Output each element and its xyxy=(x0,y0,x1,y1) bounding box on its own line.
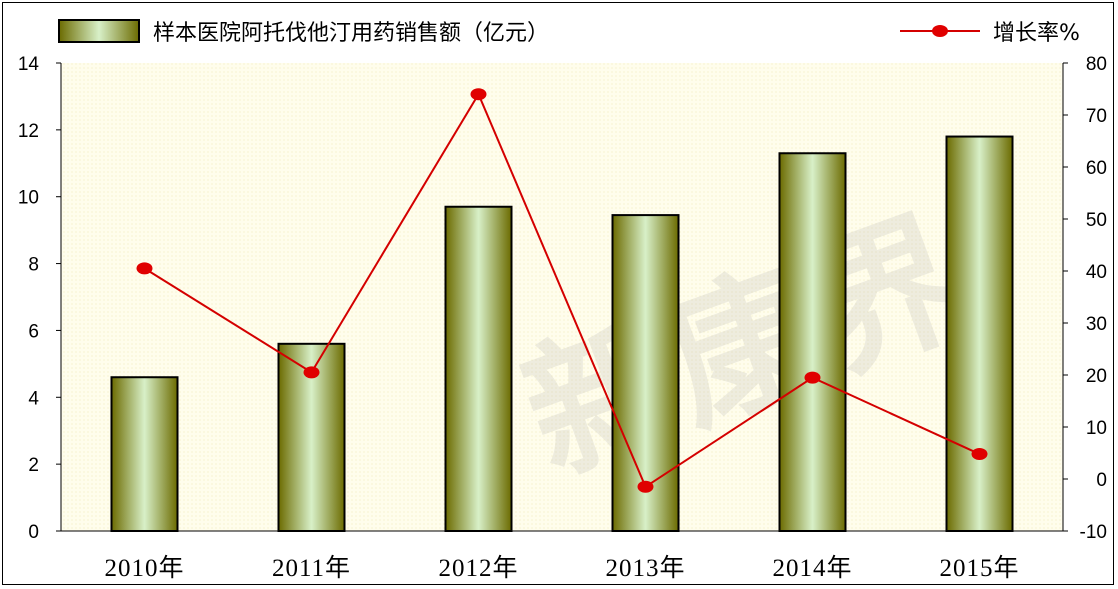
category-axis: 2010年 2011年 2012年 2013年 2014年 2015年 xyxy=(61,530,1063,582)
plot-area xyxy=(61,63,1063,531)
right-tick-label-8: 70 xyxy=(1086,106,1107,127)
growth-point-1 xyxy=(303,366,320,379)
growth-point-2 xyxy=(470,88,487,101)
left-tick-label-3: 6 xyxy=(28,321,39,342)
bar-4 xyxy=(778,152,847,532)
category-label-4: 2014年 xyxy=(772,554,852,582)
right-tick-label-0: -10 xyxy=(1080,522,1107,543)
category-label-5: 2015年 xyxy=(939,554,1019,582)
growth-line-series xyxy=(136,88,988,493)
right-tick-label-5: 40 xyxy=(1086,262,1107,283)
category-label-0: 2010年 xyxy=(104,554,184,582)
growth-line xyxy=(143,92,980,489)
left-tick-label-1: 2 xyxy=(28,455,39,476)
bar-3 xyxy=(611,214,680,532)
right-tick-label-9: 80 xyxy=(1086,54,1107,75)
legend-bar-label: 样本医院阿托伐他汀用药销售额（亿元） xyxy=(153,21,549,46)
right-tick-label-7: 60 xyxy=(1086,158,1107,179)
category-label-3: 2013年 xyxy=(605,554,685,582)
legend-line-marker xyxy=(932,25,948,37)
right-tick-label-2: 10 xyxy=(1086,418,1107,439)
bar-2 xyxy=(444,205,513,532)
right-tick-label-3: 20 xyxy=(1086,366,1107,387)
legend: 样本医院阿托伐他汀用药销售额（亿元） 增长率% xyxy=(58,19,1080,46)
bar-5 xyxy=(945,135,1014,533)
left-tick-label-2: 4 xyxy=(28,388,39,409)
growth-point-3 xyxy=(637,480,654,493)
left-axis: 0 2 4 6 8 10 12 14 xyxy=(18,54,62,543)
growth-point-0 xyxy=(136,262,153,275)
left-tick-label-6: 12 xyxy=(18,121,39,142)
right-tick-label-1: 0 xyxy=(1096,470,1107,491)
right-axis: -10 0 10 20 30 40 50 60 70 80 xyxy=(1062,54,1107,543)
category-label-2: 2012年 xyxy=(438,554,518,582)
bar-series xyxy=(110,135,1014,533)
left-tick-label-5: 10 xyxy=(18,188,39,209)
left-tick-label-7: 14 xyxy=(18,54,40,75)
left-tick-label-0: 0 xyxy=(28,522,39,543)
bar-0 xyxy=(110,376,179,532)
legend-bar-swatch xyxy=(58,19,140,43)
growth-point-4 xyxy=(804,371,821,384)
legend-line-label: 增长率% xyxy=(993,21,1080,46)
category-label-1: 2011年 xyxy=(272,554,351,582)
right-tick-label-6: 50 xyxy=(1086,210,1107,231)
growth-point-5 xyxy=(971,448,988,461)
right-tick-label-4: 30 xyxy=(1086,314,1107,335)
left-tick-label-4: 8 xyxy=(28,255,39,276)
